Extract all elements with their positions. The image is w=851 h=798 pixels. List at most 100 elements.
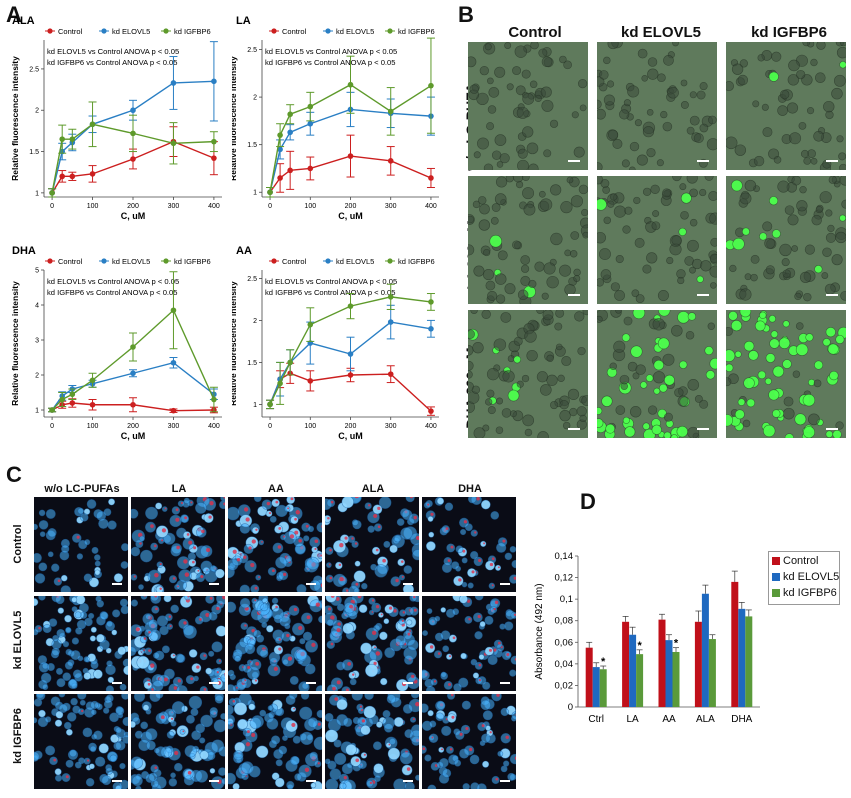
cell <box>194 615 204 625</box>
data-point <box>267 401 273 408</box>
lipid-droplet <box>413 515 418 520</box>
bar <box>731 581 739 707</box>
cell <box>251 597 258 605</box>
cell <box>581 395 588 406</box>
cell <box>161 645 170 654</box>
chart-title: ALA <box>12 15 35 27</box>
cell <box>557 374 565 383</box>
cell <box>795 343 809 356</box>
cell <box>734 409 745 420</box>
lipid-droplet <box>377 525 381 529</box>
cell <box>269 515 277 523</box>
cell <box>171 506 181 515</box>
cell <box>139 535 145 542</box>
cell <box>170 772 176 779</box>
cell <box>341 497 354 509</box>
cell <box>271 607 284 620</box>
panel-c-col-ala: ALA <box>361 483 385 495</box>
scale-bar <box>306 682 316 684</box>
cell <box>708 191 717 202</box>
scale-bar <box>500 583 510 585</box>
cell <box>117 646 127 656</box>
cell <box>526 142 539 155</box>
lipid-droplet <box>258 576 261 578</box>
y-tick-label: 0,02 <box>555 680 574 691</box>
cell <box>403 565 413 574</box>
cell <box>367 525 375 533</box>
legend-label: kd ELOVL5 <box>112 27 150 36</box>
cell <box>787 214 799 226</box>
cell <box>150 764 159 773</box>
panel-b: Control kd ELOVL5 kd IGFBP6 w/o LC-PUFAs… <box>458 20 851 440</box>
cell <box>517 148 528 159</box>
cell <box>621 159 630 168</box>
scale-bar <box>568 160 580 162</box>
cell <box>750 254 760 264</box>
cell <box>259 709 267 717</box>
cell <box>825 326 836 338</box>
lipid-droplet <box>478 558 482 563</box>
scale-bar <box>568 428 580 430</box>
cell <box>541 99 554 112</box>
cell <box>822 338 831 347</box>
cell <box>349 678 357 686</box>
y-tick-label: 1 <box>35 190 39 197</box>
cell <box>500 312 512 323</box>
cell <box>336 603 345 612</box>
cell <box>231 555 243 566</box>
cell <box>650 184 660 195</box>
lipid-droplet <box>445 527 449 530</box>
cell <box>782 407 795 420</box>
lipid-droplet <box>401 619 404 622</box>
cell <box>228 772 236 785</box>
lipid-droplet <box>275 500 279 504</box>
cell <box>275 556 288 569</box>
cell <box>699 123 709 133</box>
x-tick-label: 200 <box>127 423 139 430</box>
cell <box>566 176 574 184</box>
lipid-droplet <box>514 657 516 661</box>
cell <box>405 497 415 503</box>
cell <box>495 176 508 188</box>
cell <box>89 745 97 753</box>
y-tick-label: 0,06 <box>555 637 574 648</box>
lipid-droplet <box>449 655 452 658</box>
cell <box>164 613 173 622</box>
cell <box>292 622 305 636</box>
cell <box>83 757 91 765</box>
lipid-droplet <box>357 596 362 599</box>
cell <box>170 604 179 614</box>
cell <box>582 310 588 316</box>
cell <box>105 685 115 691</box>
micro-b-r2-c2 <box>726 310 846 438</box>
cell <box>467 497 477 504</box>
cell <box>64 661 74 670</box>
cell <box>555 343 563 351</box>
cell <box>232 782 240 789</box>
lipid-droplet <box>203 688 207 691</box>
cell <box>729 264 737 273</box>
cell <box>325 729 339 743</box>
cell <box>446 543 456 553</box>
cell <box>38 509 46 517</box>
cell <box>573 146 585 158</box>
cell <box>646 147 656 158</box>
cell <box>218 767 225 776</box>
cell <box>53 577 63 586</box>
cell <box>195 769 209 783</box>
lipid-droplet <box>459 732 463 736</box>
x-tick-label: 0 <box>268 423 272 430</box>
anova-annotation: kd ELOVL5 vs Control ANOVA p < 0.05 <box>47 47 179 56</box>
cell <box>79 699 86 706</box>
cell <box>100 611 109 620</box>
cell <box>728 310 738 321</box>
lipid-droplet <box>175 508 179 512</box>
legend-label: kd ELOVL5 <box>112 257 150 266</box>
panel-b-col-control: Control <box>508 24 562 41</box>
micro-c-r1-c2 <box>228 596 322 691</box>
cell <box>143 680 153 690</box>
cell <box>51 647 60 656</box>
y-tick-label: 2 <box>35 108 39 115</box>
panel-c-col-dha: DHA <box>458 483 482 495</box>
cell <box>636 154 648 166</box>
